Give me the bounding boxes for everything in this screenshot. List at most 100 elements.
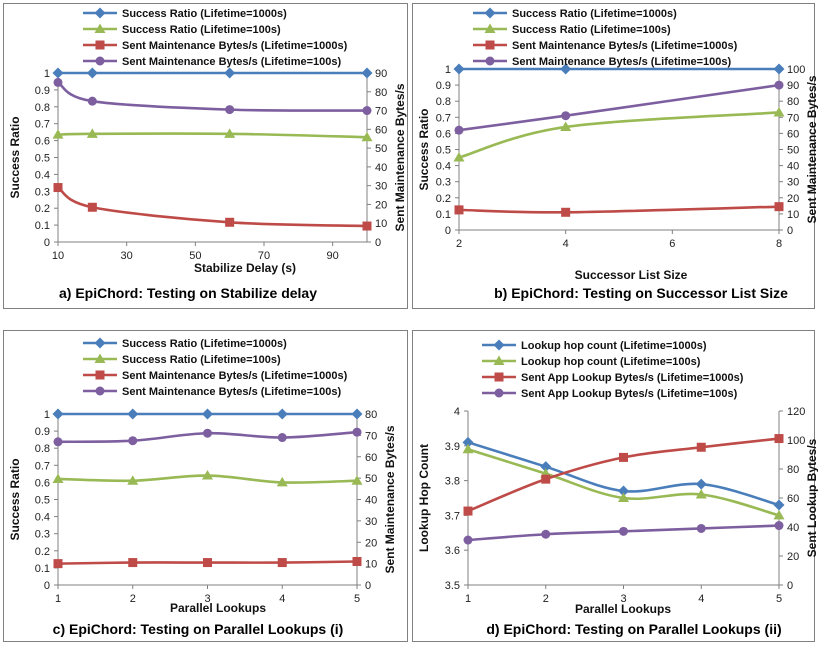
y-tick-label: 3.8 [445,476,460,488]
data-point [773,106,785,117]
legend-entry: Lookup hop count (Lifetime=1000s) [482,339,707,352]
data-point [86,67,98,79]
x-tick-label: 2 [130,593,136,605]
y-tick-label: 0.7 [436,112,451,124]
y2-tick-label: 40 [787,161,799,173]
legend-label: Sent Maintenance Bytes/s (Lifetime=100s) [512,56,731,68]
series-red [454,202,784,217]
y-tick-label: 0 [445,225,451,237]
data-point [774,434,784,444]
y-tick-label: 0 [44,580,50,592]
data-point [619,526,628,536]
legend-marker [95,56,105,66]
data-point [52,408,64,420]
y2-tick-label: 10 [375,218,387,230]
panel-caption: c) EpiChord: Testing on Parallel Lookups… [53,621,344,637]
y-tick-label: 0.9 [436,80,451,92]
x-axis-title: Successor List Size [575,268,688,282]
y-tick-label: 0 [44,237,50,249]
y-tick-label: 0.4 [35,169,50,181]
data-point [362,221,372,231]
data-point [361,131,373,142]
series-blue [52,408,363,420]
series-green [453,106,785,162]
data-point [203,428,212,438]
y-tick-label: 3.5 [445,580,460,592]
data-point [202,408,213,420]
data-point [86,128,98,138]
legend-marker [95,370,105,380]
data-point [560,63,572,75]
data-point [52,473,64,483]
data-point [774,202,784,212]
series-line [56,132,369,139]
data-point [352,556,362,566]
data-point [454,125,464,135]
y-tick-label: 0.3 [436,177,451,189]
legend-label: Success Ratio (Lifetime=1000s) [122,338,287,350]
legend-marker [484,7,496,19]
data-point [773,509,785,520]
x-axis-title: Parallel Lookups [575,602,671,616]
data-point [618,492,629,502]
panel-c: 00.10.20.30.40.50.60.70.80.9101020304050… [3,330,408,642]
data-point [53,437,63,447]
x-tick-label: 90 [327,250,339,262]
data-point [53,183,63,193]
y2-tick-label: 10 [787,209,799,221]
x-axis-title: Parallel Lookups [170,601,266,615]
panel-caption: a) EpiChord: Testing on Stabilize delay [59,285,317,301]
x-tick-label: 10 [52,250,64,262]
y2-tick-label: 100 [787,435,805,447]
data-point [52,129,64,139]
legend-entry: Success Ratio (Lifetime=1000s) [83,337,287,350]
y-axis-title: Success Ratio [417,108,431,190]
x-tick-label: 6 [669,238,675,250]
data-point [453,152,465,162]
y2-tick-label: 30 [787,177,799,189]
y-tick-label: 0.2 [35,546,50,558]
data-point [276,408,288,420]
data-point [224,67,236,79]
legend-marker [494,372,504,382]
x-tick-label: 4 [563,238,569,250]
legend-label: Lookup hop count (Lifetime=1000s) [521,340,707,352]
y-tick-label: 0.9 [35,85,50,97]
legend-label: Success Ratio (Lifetime=100s) [122,354,281,366]
data-point [52,67,64,79]
y2-tick-label: 40 [375,162,387,174]
x-tick-label: 30 [121,250,133,262]
series-line [457,205,781,214]
y-tick-label: 0.2 [436,193,451,205]
legend-entry: Sent Maintenance Bytes/s (Lifetime=1000s… [83,40,348,52]
y2-tick-label: 0 [375,237,381,249]
data-point [561,207,571,217]
y2-tick-label: 60 [787,128,799,140]
y-tick-label: 0.1 [35,220,50,232]
y-tick-label: 0.6 [35,477,50,489]
legend-entry: Sent App Lookup Bytes/s (Lifetime=1000s) [482,372,744,384]
legend-entry: Sent Maintenance Bytes/s (Lifetime=100s) [83,56,341,68]
data-point [224,128,236,138]
legend-label: Sent Maintenance Bytes/s (Lifetime=1000s… [512,40,738,52]
x-tick-label: 50 [189,250,201,262]
y2-tick-label: 10 [365,559,377,571]
data-point [453,63,465,75]
data-point [128,558,138,568]
data-point [53,77,63,87]
legend-label: Sent App Lookup Bytes/s (Lifetime=100s) [521,388,738,400]
y2-tick-label: 70 [787,112,799,124]
y2-tick-label: 100 [787,64,805,76]
y2-tick-label: 30 [365,516,377,528]
series-line [457,111,781,159]
x-tick-label: 3 [620,593,626,605]
y2-tick-label: 50 [375,143,387,155]
data-point [463,506,473,516]
y2-tick-label: 90 [375,68,387,80]
legend-label: Sent Maintenance Bytes/s (Lifetime=1000s… [122,40,348,52]
y-tick-label: 0.4 [436,161,451,173]
y-tick-label: 0.8 [436,96,451,108]
y2-axis-title: Sent Maintenance Bytes/s [805,75,818,223]
legend-entry: Success Ratio (Lifetime=100s) [83,23,281,36]
